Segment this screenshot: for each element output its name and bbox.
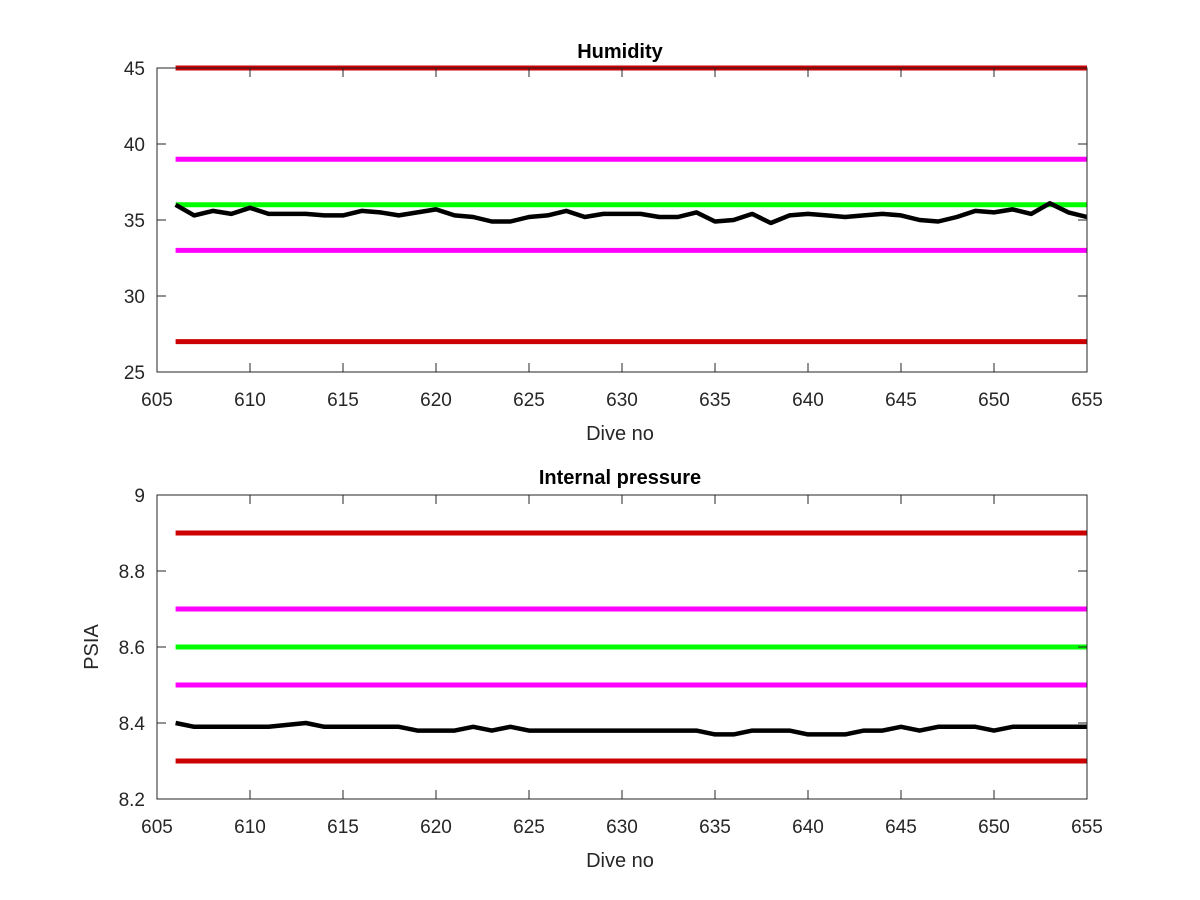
x-tick-label: 655 [1071, 390, 1103, 411]
x-tick-label: 650 [978, 817, 1010, 838]
y-tick-label: 25 [124, 363, 145, 384]
x-tick-label: 615 [327, 390, 359, 411]
humidity-plot: Humidity Dive no 605 610 615 620 625 630 635 64… [124, 41, 1103, 445]
x-tick-label: 635 [699, 390, 731, 411]
x-tick-label: 645 [885, 390, 917, 411]
x-tick-label: 610 [234, 817, 266, 838]
x-tick-label: 610 [234, 390, 266, 411]
y-tick-label: 40 [124, 135, 145, 156]
x-tick-label: 640 [792, 390, 824, 411]
x-tick-label: 625 [513, 390, 545, 411]
x-axis-label: Dive no [586, 850, 654, 872]
x-tick-label: 605 [141, 817, 173, 838]
x-tick-label: 650 [978, 390, 1010, 411]
y-tick-label: 35 [124, 211, 145, 232]
y-tick-label: 9 [134, 486, 145, 507]
x-tick-label: 640 [792, 817, 824, 838]
y-tick-label: 8.8 [119, 562, 145, 583]
y-tick-label: 8.4 [119, 714, 146, 735]
x-tick-label: 620 [420, 390, 452, 411]
chart-title: Internal pressure [539, 467, 701, 489]
y-tick-label: 45 [124, 59, 145, 80]
internal-pressure-plot: Internal pressure Dive no PSIA 605 610 615… [81, 467, 1103, 872]
x-tick-label: 625 [513, 817, 545, 838]
x-tick-label: 615 [327, 817, 359, 838]
x-axis-label: Dive no [586, 423, 654, 445]
x-tick-label: 635 [699, 817, 731, 838]
x-tick-label: 655 [1071, 817, 1103, 838]
y-tick-label: 30 [124, 287, 145, 308]
series-line-0 [175, 720, 1087, 737]
y-axis-label: PSIA [81, 624, 103, 670]
x-tick-label: 630 [606, 390, 638, 411]
x-tick-label: 630 [606, 817, 638, 838]
x-tick-label: 605 [141, 390, 173, 411]
chart-title: Humidity [577, 41, 663, 63]
series-line-0 [174, 201, 1088, 226]
x-tick-label: 645 [885, 817, 917, 838]
x-tick-label: 620 [420, 817, 452, 838]
y-tick-label: 8.6 [119, 638, 145, 659]
y-tick-label: 8.2 [119, 790, 145, 811]
